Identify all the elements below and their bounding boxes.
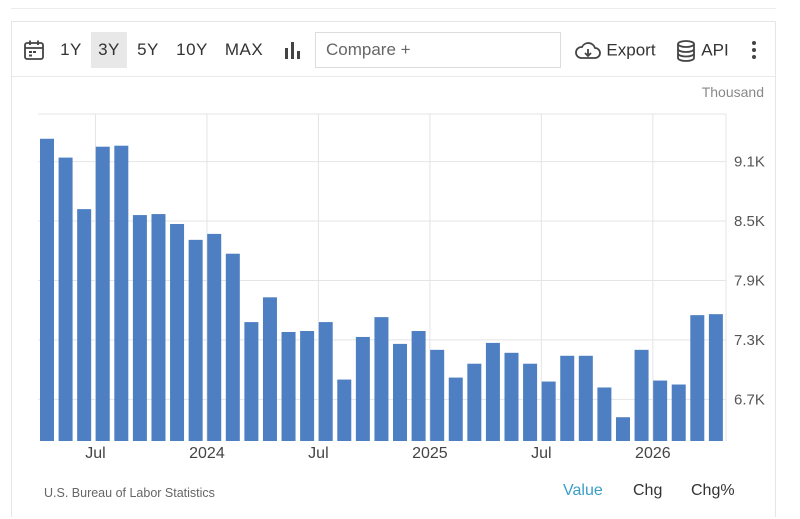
y-tick-label: 9.1K <box>734 154 765 171</box>
range-10y-button[interactable]: 10Y <box>176 40 208 59</box>
bar[interactable] <box>355 336 370 441</box>
bar-chart: 6.7K 7.3K 7.9K 8.5K 9.1K Jul 2024 Jul 2025 Jul 202… <box>38 113 765 462</box>
unit-label: Thousand <box>701 84 764 100</box>
bar[interactable] <box>170 223 185 441</box>
range-3y-button[interactable]: 3Y <box>91 32 127 68</box>
api-button[interactable]: API <box>670 32 734 68</box>
bar[interactable] <box>504 352 519 441</box>
y-tick-label: 7.3K <box>734 332 765 349</box>
bar[interactable] <box>132 215 147 441</box>
bar[interactable] <box>615 417 630 441</box>
calendar-icon[interactable] <box>20 32 48 68</box>
bar[interactable] <box>188 239 203 441</box>
compare-input[interactable] <box>316 33 560 67</box>
x-tick-label: Jul <box>531 445 551 462</box>
chart-toolbar: 1Y 3Y 5Y 10Y MAX Export <box>12 22 775 77</box>
y-tick-label: 6.7K <box>734 391 765 408</box>
chart-card: 1Y 3Y 5Y 10Y MAX Export <box>11 21 776 517</box>
bar[interactable] <box>374 317 389 441</box>
tab-value[interactable]: Value <box>563 482 603 499</box>
bar[interactable] <box>597 387 612 441</box>
database-icon <box>677 39 696 62</box>
bar[interactable] <box>690 315 705 441</box>
bar[interactable] <box>225 253 240 441</box>
source-label: U.S. Bureau of Labor Statistics <box>44 486 215 500</box>
bar[interactable] <box>467 363 482 441</box>
bar[interactable] <box>393 343 408 441</box>
range-5y-button[interactable]: 5Y <box>137 40 159 59</box>
bar[interactable] <box>318 322 333 441</box>
bar[interactable] <box>485 342 500 441</box>
top-strip <box>11 0 776 9</box>
bar[interactable] <box>151 214 166 441</box>
bar[interactable] <box>58 157 73 441</box>
bar[interactable] <box>281 332 296 441</box>
range-1y-button[interactable]: 1Y <box>60 40 82 59</box>
tab-chg-percent[interactable]: Chg% <box>691 482 735 499</box>
y-tick-label: 8.5K <box>734 213 765 230</box>
x-tick-label: Jul <box>85 445 105 462</box>
export-button[interactable]: Export <box>569 32 661 68</box>
bar[interactable] <box>77 209 92 441</box>
bar[interactable] <box>244 322 259 441</box>
bar[interactable] <box>541 381 556 441</box>
range-max-button[interactable]: MAX <box>224 40 264 59</box>
bar[interactable] <box>207 233 222 441</box>
bar[interactable] <box>634 349 649 441</box>
bar[interactable] <box>40 138 54 441</box>
bar[interactable] <box>523 363 538 441</box>
bar[interactable] <box>653 380 668 441</box>
x-tick-label: 2024 <box>189 445 225 462</box>
bar[interactable] <box>411 331 426 441</box>
tab-chg[interactable]: Chg <box>633 482 663 499</box>
bar[interactable] <box>337 379 352 441</box>
bar[interactable] <box>448 377 463 441</box>
cloud-download-icon <box>575 41 602 59</box>
bar-chart-icon[interactable] <box>280 32 304 68</box>
export-label: Export <box>606 40 656 60</box>
bar[interactable] <box>578 355 593 441</box>
api-label: API <box>701 40 729 60</box>
bar[interactable] <box>114 145 129 441</box>
x-tick-label: 2026 <box>635 445 671 462</box>
x-tick-label: 2025 <box>412 445 448 462</box>
compare-field[interactable] <box>315 32 561 68</box>
y-tick-label: 7.9K <box>734 272 765 289</box>
bar[interactable] <box>671 384 686 441</box>
bar[interactable] <box>262 297 277 441</box>
bar[interactable] <box>708 314 723 441</box>
more-vertical-icon[interactable] <box>744 32 764 68</box>
bar[interactable] <box>300 331 315 441</box>
bar[interactable] <box>430 349 445 441</box>
x-tick-label: Jul <box>308 445 328 462</box>
bar[interactable] <box>95 146 110 441</box>
bar[interactable] <box>560 355 575 441</box>
